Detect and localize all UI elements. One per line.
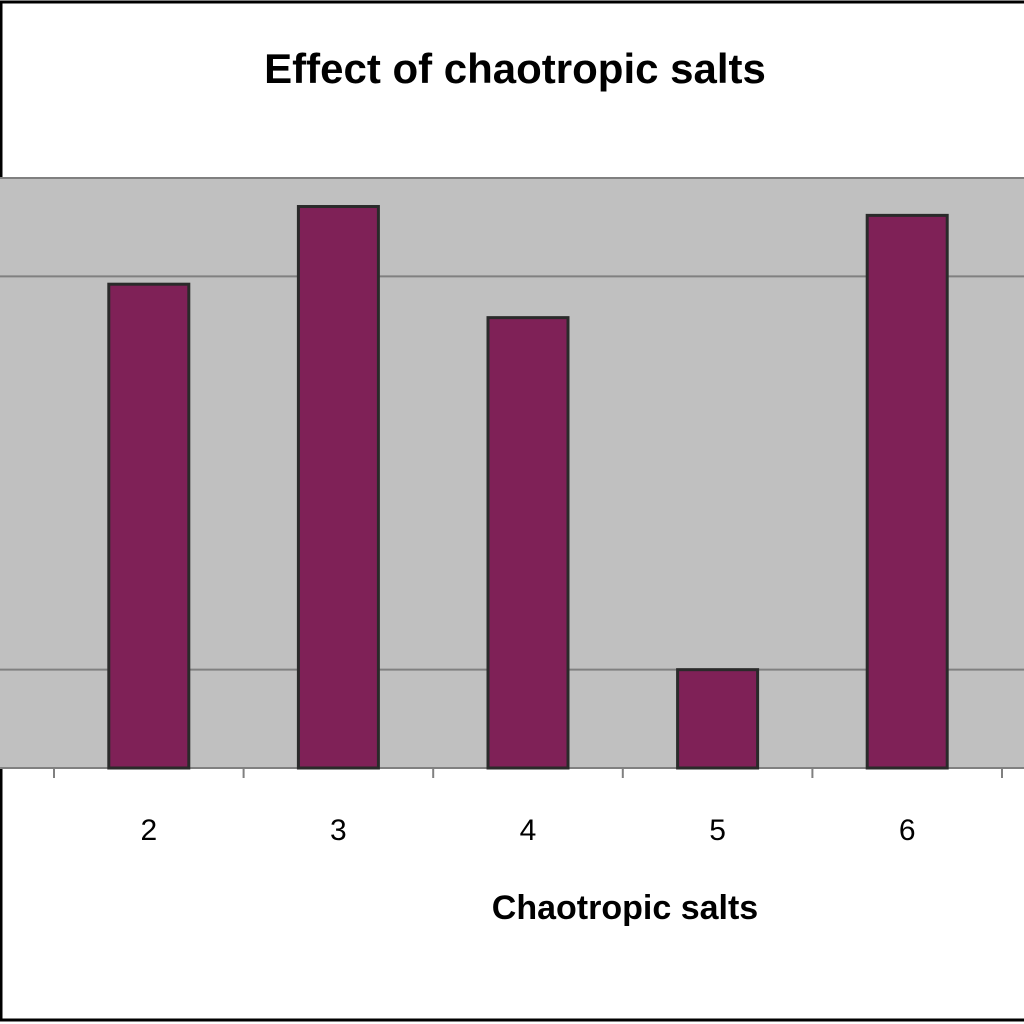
bar [676,668,760,770]
x-tick-label: 6 [899,814,916,847]
x-axis-title: Chaotropic salts [492,889,758,927]
bar [486,316,570,770]
chart-title: Effect of chaotropic salts [264,45,766,92]
bar [865,213,949,770]
x-tick-label: 5 [709,814,726,847]
x-tick-label: 3 [330,814,347,847]
bar [107,282,191,770]
x-tick-label: 2 [140,814,157,847]
bar [296,205,380,770]
x-tick-label: 4 [520,814,537,847]
